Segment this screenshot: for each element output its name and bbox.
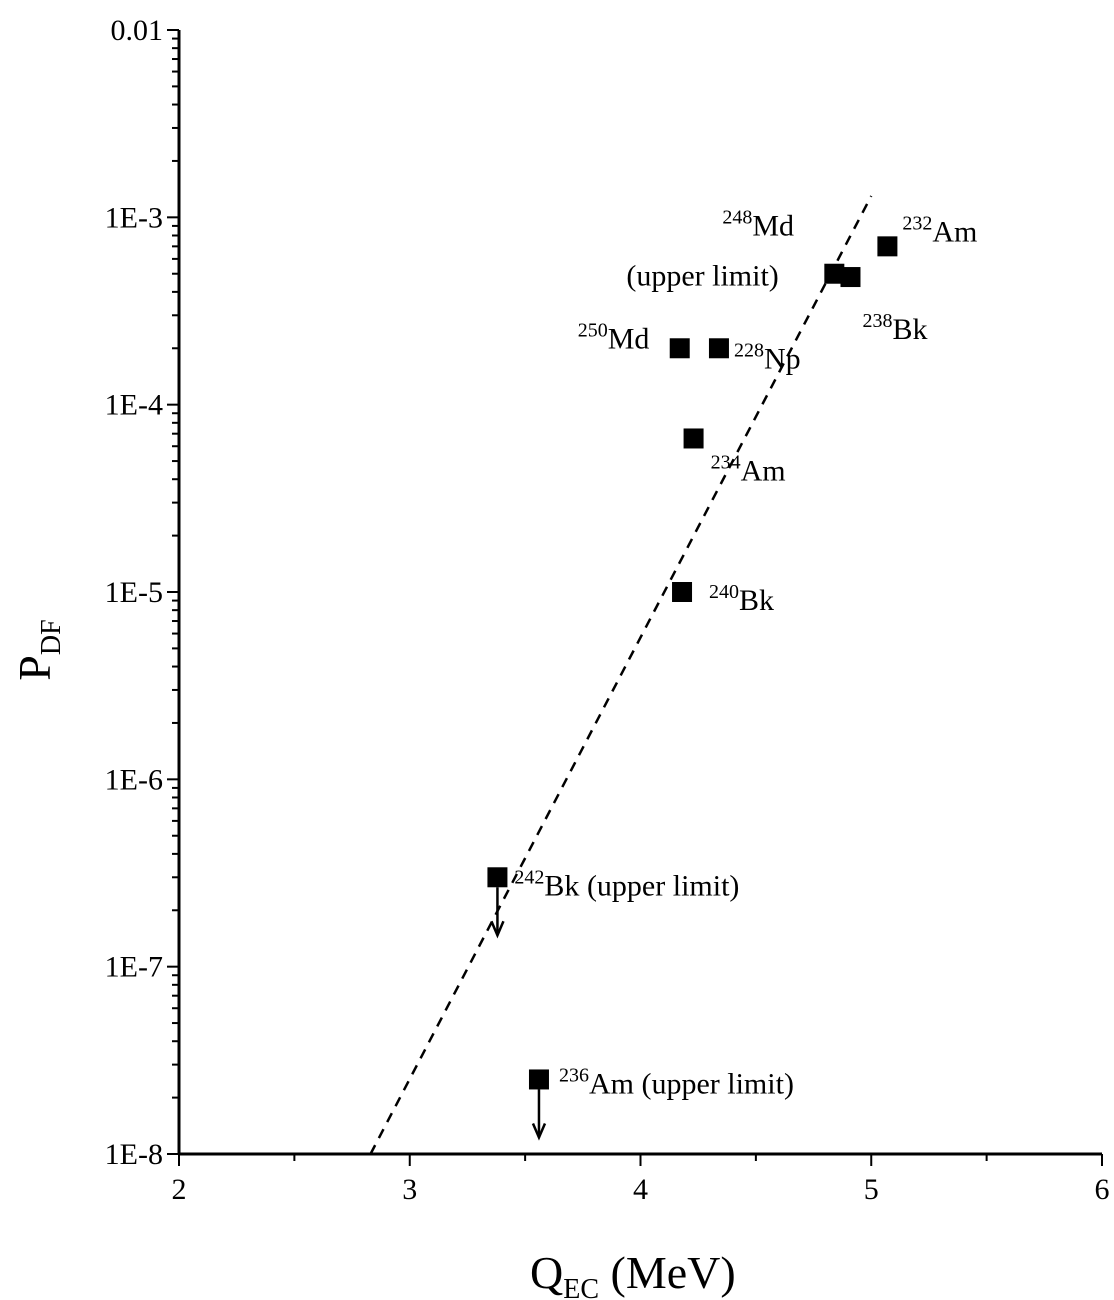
y-tick-label: 1E-7 [105, 951, 163, 984]
point-label-note: (upper limit) [626, 260, 778, 293]
point-label-element: Bk [892, 313, 927, 346]
fit-line-group [369, 195, 873, 1155]
point-marker [877, 236, 898, 257]
data-point: 248Md (upper limit) [626, 207, 845, 293]
data-point: 234Am [683, 428, 786, 487]
point-label-element: Am [589, 1067, 634, 1100]
data-point: 242Bk (upper limit) [487, 866, 739, 939]
point-label-mass: 248 [722, 207, 752, 229]
point-label: 232Am [902, 212, 977, 248]
point-label-mass: 234 [711, 451, 741, 473]
point-label: 238Bk [862, 310, 927, 346]
point-marker [824, 263, 845, 284]
data-point: 232Am [877, 212, 977, 257]
y-tick-label: 1E-5 [105, 576, 163, 609]
point-label-mass: 232 [902, 212, 932, 234]
point-label-mass: 228 [734, 339, 764, 361]
x-tick-label: 5 [864, 1173, 879, 1206]
point-marker [683, 428, 704, 449]
point-label-element: Np [764, 342, 801, 375]
x-axis-title-sub: EC [563, 1274, 599, 1300]
y-axis-title: PDF [9, 619, 67, 680]
point-marker [708, 338, 729, 359]
point-label: 248Md [722, 207, 794, 243]
point-label: 234Am [711, 451, 786, 487]
upper-limit-arrowhead [490, 920, 505, 939]
data-point: 250Md [578, 319, 690, 359]
point-label: 250Md [578, 319, 650, 355]
point-marker [672, 582, 693, 602]
y-tick-label: 1E-8 [105, 1138, 163, 1171]
point-label: 242Bk (upper limit) [514, 866, 739, 902]
point-label-mass: 240 [709, 581, 739, 603]
x-tick-label: 3 [402, 1173, 417, 1206]
point-label-element: Md [752, 210, 794, 243]
point-label-mass: 236 [559, 1064, 589, 1086]
data-point: 236Am (upper limit) [528, 1064, 794, 1141]
point-label-note: (upper limit) [579, 869, 739, 902]
upper-limit-arrowhead [531, 1122, 547, 1141]
fit-line [369, 195, 873, 1155]
point-label-element: Am [932, 215, 977, 248]
y-axis-title-sub: DF [36, 619, 67, 655]
point-label-element: Am [741, 454, 786, 487]
point-label-mass: 250 [578, 319, 608, 341]
x-tick-label: 4 [633, 1173, 648, 1206]
x-tick-label: 6 [1095, 1173, 1110, 1206]
point-label-element: Md [608, 322, 650, 355]
point-label-mass: 242 [514, 866, 544, 888]
axes [177, 30, 1102, 1156]
y-tick-label: 0.01 [111, 14, 164, 47]
y-axis-title-main: P [9, 655, 60, 681]
point-label: 240Bk [709, 581, 774, 617]
point-label-element: Bk [739, 584, 774, 617]
x-axis-title: QEC (MeV) [530, 1247, 736, 1300]
data-point: 240Bk [672, 581, 774, 617]
point-label-note: (upper limit) [634, 1067, 794, 1100]
data-point: 228Np [708, 338, 801, 375]
data-point: 238Bk [840, 267, 927, 346]
point-marker [840, 267, 861, 288]
point-marker [669, 338, 690, 359]
point-marker [487, 867, 508, 888]
y-tick-label: 1E-4 [105, 389, 163, 422]
point-marker [528, 1069, 549, 1090]
point-label: 228Np [734, 339, 801, 375]
point-label: 236Am (upper limit) [559, 1064, 794, 1100]
x-axis-title-main: Q [530, 1247, 563, 1298]
point-label-mass: 238 [862, 310, 892, 332]
x-tick-label: 2 [172, 1173, 187, 1206]
y-tick-label: 1E-3 [105, 201, 163, 234]
x-axis-title-unit: (MeV) [599, 1247, 736, 1298]
point-label-element: Bk [544, 869, 579, 902]
y-tick-label: 1E-6 [105, 763, 163, 796]
